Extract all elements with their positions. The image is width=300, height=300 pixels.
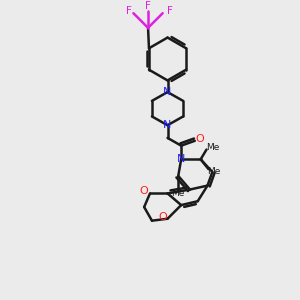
Text: O: O [158, 212, 167, 222]
Text: O: O [140, 187, 148, 196]
Text: F: F [167, 6, 172, 16]
Text: Me: Me [206, 143, 219, 152]
Text: N: N [177, 154, 185, 164]
Text: Me: Me [208, 167, 221, 176]
Text: N: N [163, 87, 172, 97]
Text: Me: Me [172, 189, 185, 198]
Text: N: N [163, 120, 172, 130]
Text: O: O [195, 134, 204, 144]
Text: F: F [145, 2, 151, 11]
Text: F: F [126, 6, 131, 16]
